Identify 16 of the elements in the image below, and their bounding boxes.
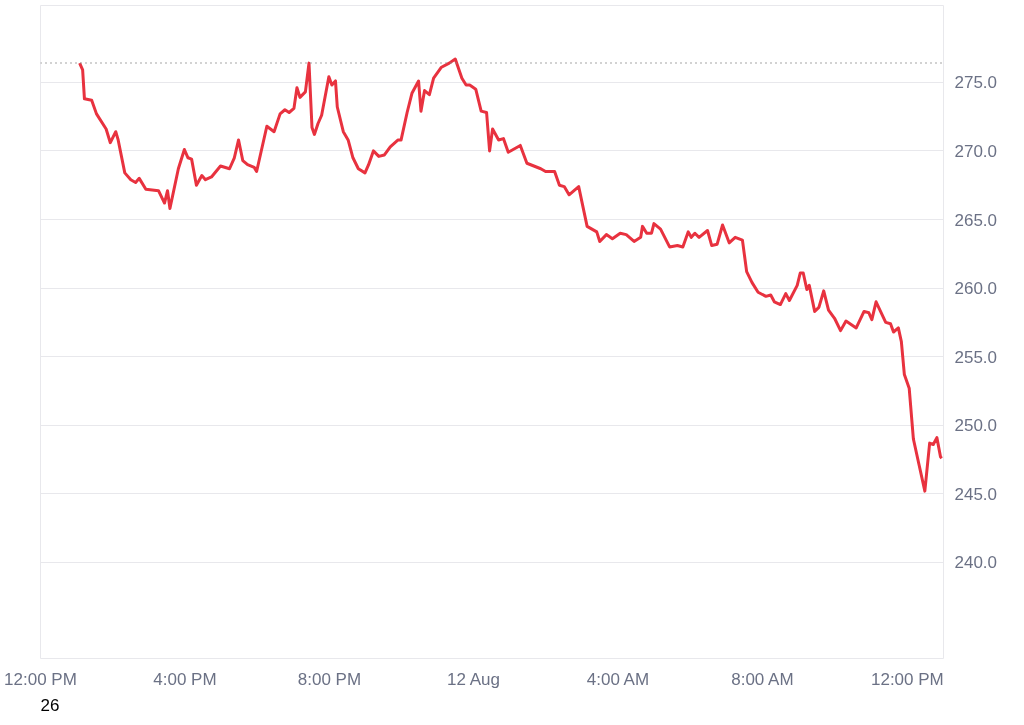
y-tick-label: 250.0 (954, 416, 998, 436)
y-tick-label: 265.0 (954, 210, 998, 230)
y-tick-label: 275.0 (954, 73, 998, 93)
y-tick-label: 245.0 (954, 484, 998, 504)
x-tick-label: 12:00 PM (4, 669, 77, 689)
x-tick-label: 8:00 AM (731, 669, 794, 689)
y-tick-label: 260.0 (954, 279, 998, 299)
x-tick-label: 4:00 PM (153, 669, 217, 689)
y-tick-label: 255.0 (954, 347, 998, 367)
y-tick-label: 270.0 (954, 141, 998, 161)
text: 26 (40, 695, 60, 715)
x-tick-label: 4:00 AM (586, 669, 650, 689)
x-tick-label: 8:00 PM (297, 669, 362, 689)
x-tick-label: 12 Aug (447, 669, 500, 689)
x-tick-label: 12:00 PM (871, 669, 944, 689)
y-tick-label: 240.0 (954, 553, 998, 573)
